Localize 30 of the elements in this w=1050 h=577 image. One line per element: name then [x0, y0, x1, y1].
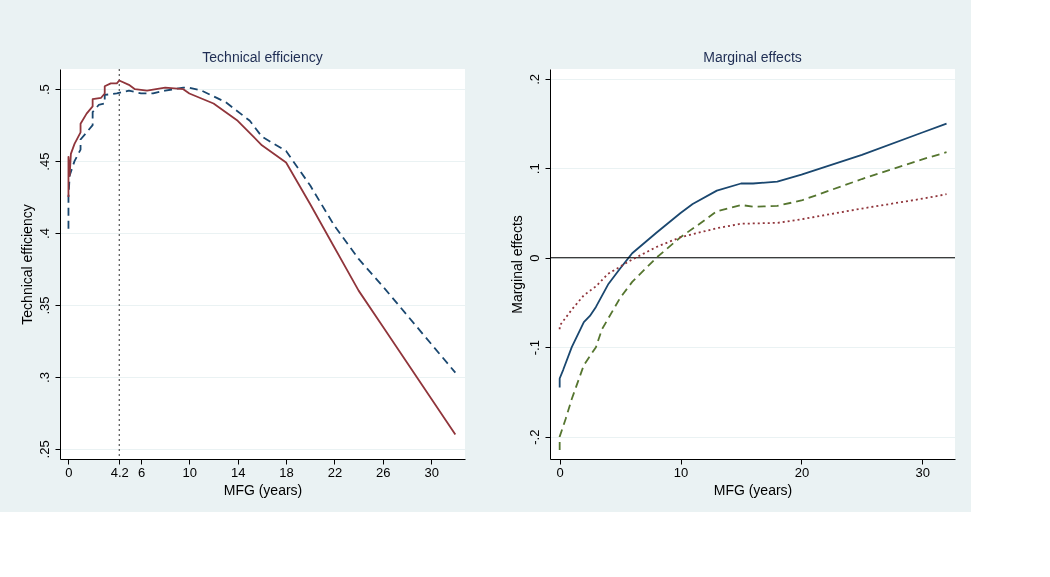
y-axis-title: Technical efficiency: [18, 204, 35, 325]
x-tick-label: 18: [279, 464, 294, 480]
chart-title: Marginal effects: [703, 49, 802, 65]
y-tick-label: .1: [526, 163, 542, 175]
y-axis-title: Marginal effects: [508, 215, 525, 314]
y-tick-label: -.1: [526, 340, 542, 356]
x-axis-title: MFG (years): [223, 481, 303, 498]
x-tick-label: 30: [424, 464, 439, 480]
y-tick-label: .4: [36, 228, 52, 239]
y-tick-label: .3: [36, 372, 52, 383]
y-tick-label: 0: [526, 254, 542, 262]
x-tick-label: 14: [230, 464, 246, 480]
y-tick-label: .2: [526, 73, 542, 85]
x-tick-label: 0: [556, 464, 564, 480]
x-axis-title: MFG (years): [713, 481, 793, 498]
x-tick-label: 30: [915, 464, 931, 480]
x-tick-label: 22: [327, 464, 343, 480]
y-tick-label: .35: [36, 296, 52, 315]
y-tick-label: -.2: [526, 429, 542, 445]
x-tick-label: 10: [182, 464, 198, 480]
x-tick-label: 0: [65, 464, 73, 480]
y-tick-label: .5: [36, 84, 52, 96]
x-tick-label: 26: [376, 464, 391, 480]
x-tick-label: 6: [137, 464, 146, 480]
x-tick-label: 20: [794, 464, 810, 480]
chart-title: Technical efficiency: [202, 48, 323, 65]
x-tick-label: 10: [673, 464, 689, 480]
y-tick-label: .45: [36, 152, 52, 171]
x-tick-label: 4.2: [110, 464, 129, 480]
y-tick-label: .25: [36, 440, 52, 459]
